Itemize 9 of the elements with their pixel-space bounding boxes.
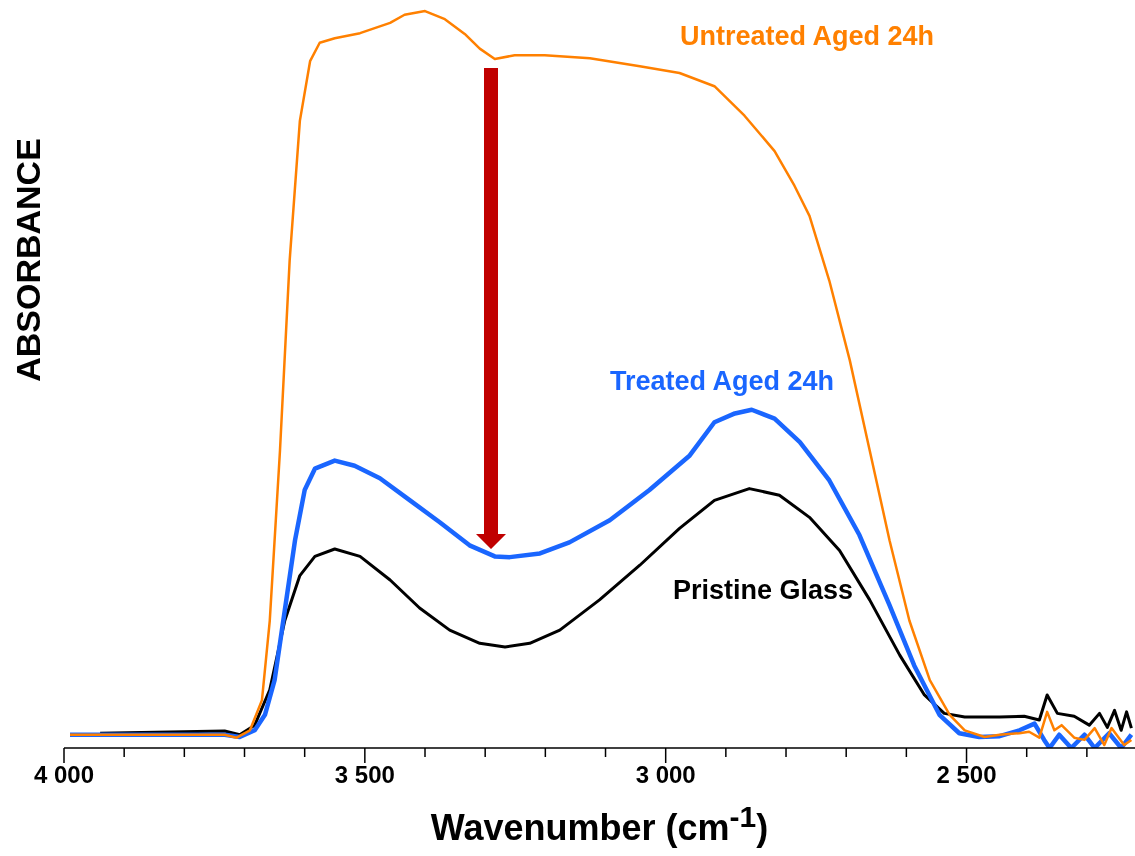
- x-tick-label: 3 500: [334, 761, 395, 789]
- series-label: Untreated Aged 24h: [679, 21, 935, 52]
- x-axis-title: Wavenumber (cm$^{-1}$): [429, 800, 770, 848]
- series-label: Treated Aged 24h: [609, 366, 835, 397]
- series-label: Pristine Glass: [672, 575, 854, 606]
- y-axis-title: ABSORBANCE: [9, 138, 47, 382]
- x-tick-label: 2 500: [936, 761, 997, 789]
- x-tick-label: 4 000: [33, 761, 95, 789]
- x-tick-label: 3 000: [635, 761, 696, 789]
